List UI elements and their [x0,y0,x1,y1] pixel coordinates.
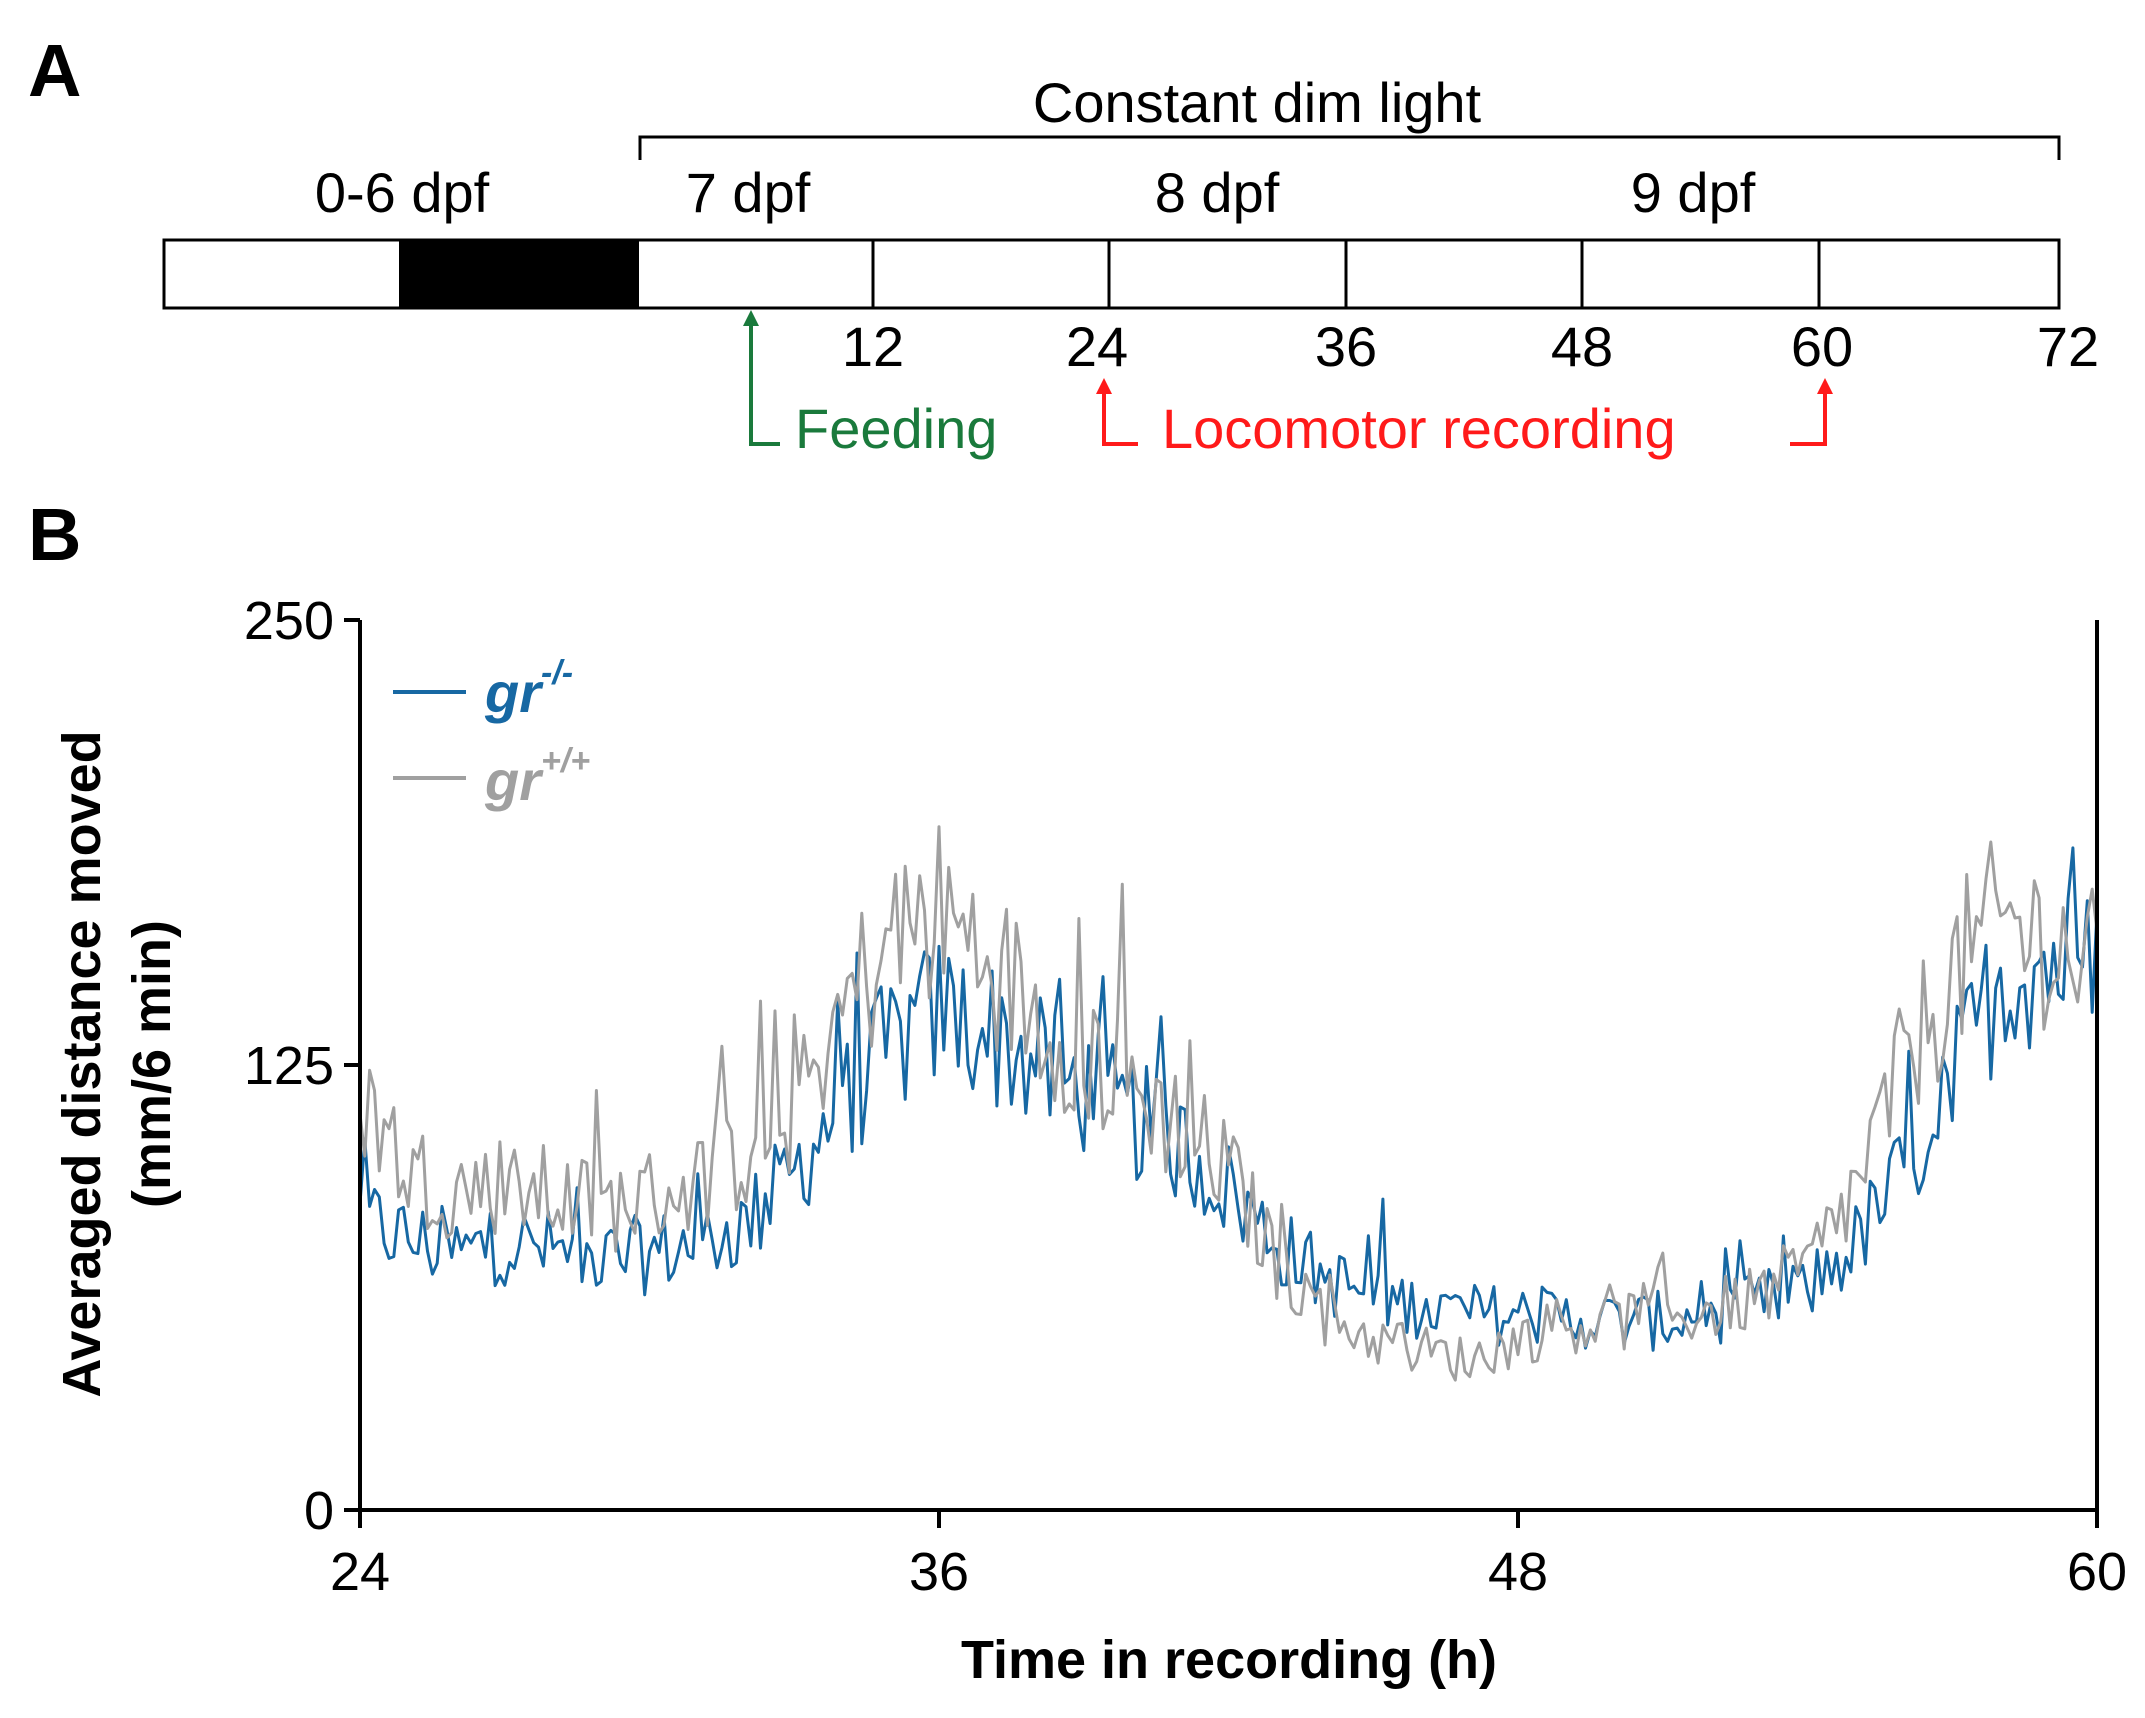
timeline-tick-48: 48 [1551,315,1613,378]
y-axis-label-line1: Averaged distance moved [52,730,112,1397]
plot-area: 0 125 250 24 36 48 60 [244,591,2127,1602]
y-tick-label: 250 [244,591,334,651]
series-line-mutant [358,846,2099,1352]
legend-label-mutant: gr-/- [484,654,573,724]
day-label-8: 8 dpf [1155,161,1280,224]
x-tick-label: 36 [909,1542,969,1602]
panel-a: A Constant dim light 0-6 dpf 7 dpf 8 dpf… [28,29,2099,460]
day-label-7: 7 dpf [686,161,811,224]
dark-period-block [399,240,639,308]
panel-a-letter: A [28,29,81,112]
timeline-tick-60: 60 [1791,315,1853,378]
timeline-tick-12: 12 [842,315,904,378]
day-label-0-6: 0-6 dpf [315,161,490,224]
x-tick-label: 24 [330,1542,390,1602]
timeline-tick-72: 72 [2037,315,2099,378]
legend-label-wildtype-base: gr [484,749,544,812]
feeding-arrow [749,322,780,446]
legend-label-wildtype-sup: +/+ [541,742,590,780]
panel-b-letter: B [28,493,81,576]
constant-dim-light-label: Constant dim light [1033,71,1482,134]
recording-arrowhead-end [1817,378,1833,394]
x-axis-label: Time in recording (h) [961,1630,1497,1690]
panel-b: B Averaged distance moved (mm/6 min) 0 12… [28,493,2127,1690]
ticks-layer: 0 125 250 24 36 48 60 [244,591,2127,1602]
series-line-wildtype [358,825,2099,1382]
day-label-9: 9 dpf [1631,161,1756,224]
feeding-marker: Feeding [743,310,997,460]
recording-arrowhead-start [1096,378,1112,394]
y-tick-label: 125 [244,1036,334,1096]
legend-label-mutant-sup: -/- [541,654,573,692]
recording-marker: Locomotor recording [1096,378,1833,460]
constant-dim-light-bracket [638,135,2061,160]
timeline-tick-24: 24 [1066,315,1128,378]
recording-label: Locomotor recording [1162,397,1676,460]
timeline-tick-36: 36 [1315,315,1377,378]
feeding-label: Feeding [795,397,997,460]
y-tick-label: 0 [304,1481,334,1541]
feeding-arrowhead [743,310,759,326]
recording-arrow-end [1790,390,1827,446]
x-tick-label: 60 [2067,1542,2127,1602]
series-layer [358,825,2099,1382]
y-axis-label-line2: (mm/6 min) [122,920,182,1208]
legend: gr-/- gr+/+ [393,654,590,812]
legend-label-wildtype: gr+/+ [484,742,590,812]
legend-label-mutant-base: gr [484,661,544,724]
recording-arrow-start [1102,390,1138,446]
x-tick-label: 48 [1488,1542,1548,1602]
